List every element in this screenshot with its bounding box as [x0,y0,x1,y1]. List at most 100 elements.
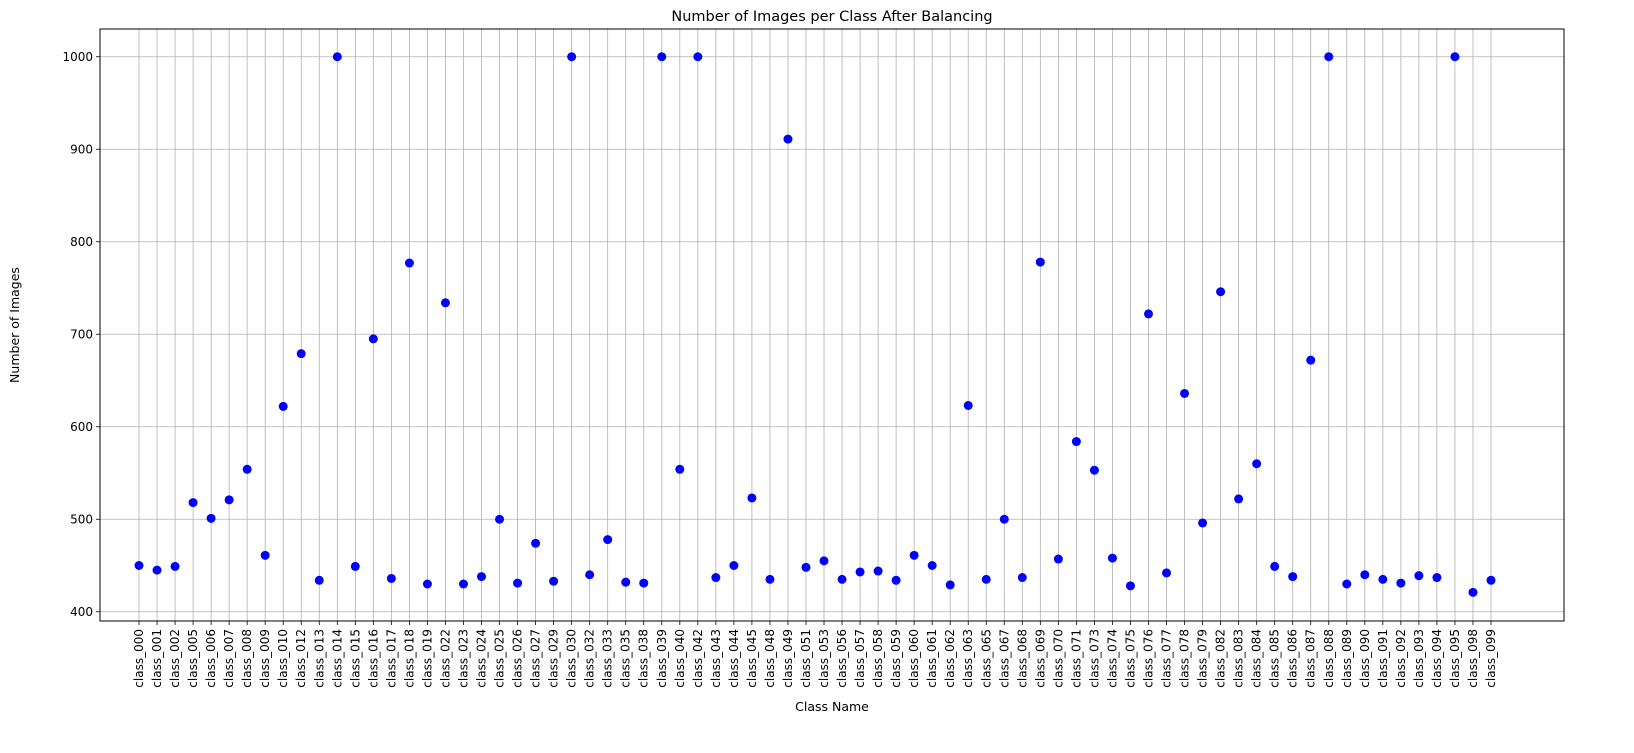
data-point [549,576,559,586]
x-tick-label: class_040 [673,629,687,688]
x-tick-label: class_074 [1105,629,1119,688]
x-tick-label: class_042 [691,629,705,688]
x-tick-label: class_068 [1015,629,1029,688]
y-tick-label: 900 [70,142,93,156]
x-tick-label: class_029 [547,629,561,688]
data-point [1071,437,1081,447]
data-point [729,561,739,570]
x-tick-label: class_027 [529,629,543,688]
data-point [747,493,757,503]
x-tick-label: class_007 [222,629,236,688]
data-point [495,514,505,524]
data-point [891,575,901,585]
y-tick-label: 700 [70,327,93,341]
x-tick-label: class_008 [240,629,254,688]
x-tick-label: class_024 [475,629,489,688]
x-tick-label: class_091 [1376,629,1390,688]
data-point [440,298,450,308]
data-point [1216,287,1226,297]
data-point [278,401,288,411]
x-tick-label: class_038 [637,629,651,688]
x-tick-label: class_095 [1448,629,1462,688]
x-tick-label: class_010 [276,629,290,688]
data-point [152,565,162,575]
plot-frame [99,28,1565,622]
x-tick-label: class_082 [1214,629,1228,688]
x-tick-label: class_030 [565,629,579,688]
x-tick-label: class_058 [871,629,885,688]
x-tick-label: class_056 [835,629,849,688]
data-point [296,349,306,359]
data-point [260,550,270,560]
data-point [855,567,865,577]
data-point [1414,571,1424,581]
x-tick-label: class_032 [583,629,597,688]
data-point [1450,52,1460,62]
x-tick-label: class_090 [1358,629,1372,688]
x-tick-label: class_084 [1250,629,1264,688]
x-tick-label: class_076 [1141,629,1155,688]
x-tick-label: class_071 [1069,629,1083,688]
data-point [603,535,613,545]
x-tick-label: class_077 [1160,629,1174,688]
x-tick-label: class_079 [1196,629,1210,688]
data-point [458,579,468,589]
data-point [1270,561,1280,571]
x-tick-label: class_044 [727,629,741,688]
x-tick-label: class_053 [817,629,831,688]
data-point [1360,570,1370,580]
data-point [1396,578,1406,588]
x-tick-label: class_048 [763,629,777,688]
data-point [1143,309,1153,319]
data-point [531,538,541,548]
x-tick-label: class_023 [456,629,470,688]
x-tick-label: class_057 [853,629,867,688]
y-tick-label: 800 [70,235,93,249]
data-point [963,400,973,410]
data-point [837,574,847,584]
x-tick-label: class_051 [799,629,813,688]
y-tick-label: 1000 [62,50,93,64]
x-tick-label: class_099 [1484,629,1498,688]
x-tick-label: class_059 [889,629,903,688]
x-tick-label: class_085 [1268,629,1282,688]
data-point [332,52,342,62]
y-tick-label: 500 [70,512,93,526]
data-point [1162,568,1172,578]
data-point [567,52,577,62]
data-point [1017,573,1027,583]
data-point [585,570,595,580]
data-point [675,464,685,474]
data-point [477,572,487,582]
x-tick-label: class_092 [1394,629,1408,688]
x-tick-label: class_035 [619,629,633,688]
data-point [1378,574,1388,584]
data-point [1468,587,1478,597]
data-point [1180,388,1190,398]
data-point [1252,459,1262,469]
x-tick-label: class_078 [1178,629,1192,688]
data-point [134,561,144,570]
x-tick-label: class_049 [781,629,795,688]
data-point [422,579,432,589]
y-tick-label: 600 [70,420,93,434]
data-point [1486,575,1496,585]
x-tick-label: class_015 [348,629,362,688]
data-point [350,561,360,571]
x-tick-label: class_009 [258,629,272,688]
data-point [224,495,234,505]
data-point [639,578,649,588]
x-tick-label: class_062 [943,629,957,688]
x-tick-label: class_005 [186,629,200,688]
data-point [873,566,883,576]
data-point [1432,573,1442,583]
x-tick-label: class_093 [1412,629,1426,688]
data-point [242,464,252,474]
x-tick-label: class_014 [330,629,344,688]
x-tick-label: class_022 [438,629,452,688]
x-tick-label: class_069 [1033,629,1047,688]
data-point [819,556,829,566]
